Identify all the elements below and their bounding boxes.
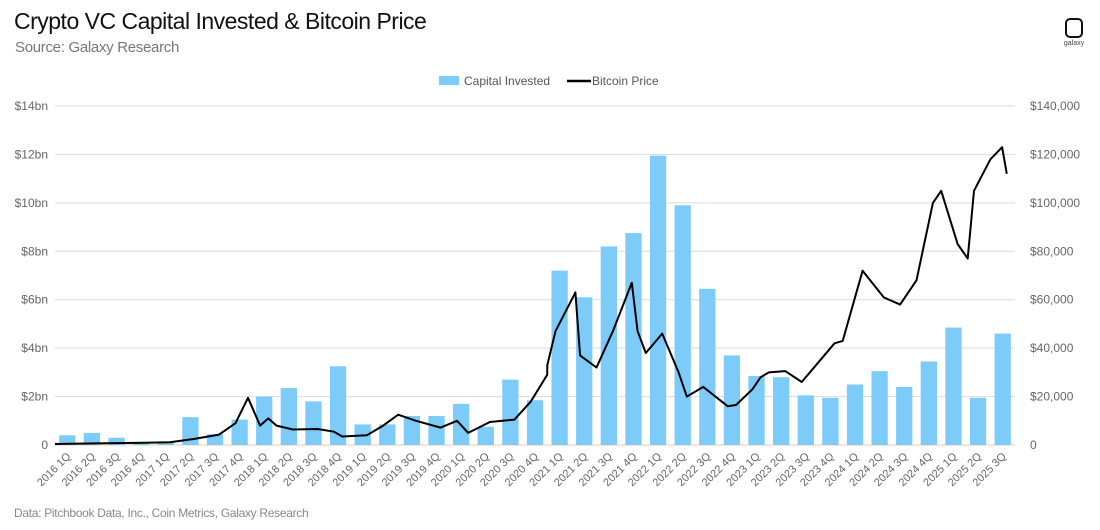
bar-capital-invested (699, 288, 716, 445)
bar-capital-invested (83, 432, 101, 445)
bar-capital-invested (551, 270, 568, 445)
bar-capital-invested (133, 443, 150, 445)
y-left-tick-label: $8bn (21, 244, 48, 258)
bar-capital-invested (625, 233, 642, 445)
bar-capital-invested (576, 297, 593, 445)
bar-capital-invested (945, 327, 962, 445)
y-right-tick-label: 0 (1030, 438, 1037, 452)
bar-capital-invested (379, 424, 396, 445)
bar-capital-invested (329, 366, 347, 445)
legend-label-capital-invested: Capital Invested (464, 74, 550, 88)
y-left-tick-label: $4bn (21, 341, 48, 355)
bar-capital-invested (748, 375, 765, 445)
bar-capital-invested (428, 415, 445, 445)
bar-capital-invested (773, 377, 790, 445)
bar-capital-invested (502, 379, 519, 445)
legend-label-bitcoin-price: Bitcoin Price (592, 74, 659, 88)
line-bitcoin-price (54, 146, 1008, 445)
bar-capital-invested (969, 397, 987, 445)
bar-capital-invested (896, 386, 913, 445)
bar-capital-invested (920, 361, 937, 445)
bar-capital-invested (822, 397, 839, 445)
bar-capital-invested (723, 355, 741, 445)
bar-capital-invested (797, 395, 814, 445)
y-left-tick-label: $12bn (15, 147, 48, 161)
data-source-note: Data: Pitchbook Data, Inc., Coin Metrics… (14, 506, 309, 520)
chart-title: Crypto VC Capital Invested & Bitcoin Pri… (14, 8, 427, 34)
bar-capital-invested (206, 434, 224, 445)
bar-capital-invested (649, 155, 667, 445)
galaxy-logo: galaxy (1062, 18, 1086, 47)
y-left-tick-label: $14bn (15, 99, 48, 113)
bar-capital-invested (674, 205, 691, 445)
bar-capital-invested (526, 400, 544, 445)
y-right-tick-label: $100,000 (1030, 196, 1080, 210)
y-right-tick-label: $60,000 (1030, 293, 1074, 307)
legend-swatch-capital-invested (439, 76, 459, 85)
bar-capital-invested (846, 384, 864, 445)
y-right-tick-label: $140,000 (1030, 99, 1080, 113)
bar-capital-invested (108, 437, 125, 445)
bar-capital-invested (59, 435, 76, 445)
y-right-tick-label: $120,000 (1030, 147, 1080, 161)
y-left-tick-label: $2bn (21, 390, 48, 404)
bar-capital-invested (477, 426, 494, 445)
y-right-tick-label: $20,000 (1030, 390, 1074, 404)
bar-capital-invested (994, 333, 1011, 445)
bar-capital-invested (280, 388, 297, 445)
y-left-tick-label: $6bn (21, 293, 48, 307)
y-right-tick-label: $80,000 (1030, 244, 1074, 258)
bar-capital-invested (231, 419, 248, 445)
y-left-tick-label: $10bn (15, 196, 48, 210)
y-right-tick-label: $40,000 (1030, 341, 1074, 355)
bar-capital-invested (600, 246, 617, 445)
chart-subtitle: Source: Galaxy Research (15, 39, 180, 56)
bar-capital-invested (871, 371, 888, 445)
y-left-tick-label: 0 (41, 438, 48, 452)
bar-capital-invested (403, 415, 421, 445)
bar-capital-invested (305, 401, 322, 445)
logo-text: galaxy (1063, 40, 1085, 47)
